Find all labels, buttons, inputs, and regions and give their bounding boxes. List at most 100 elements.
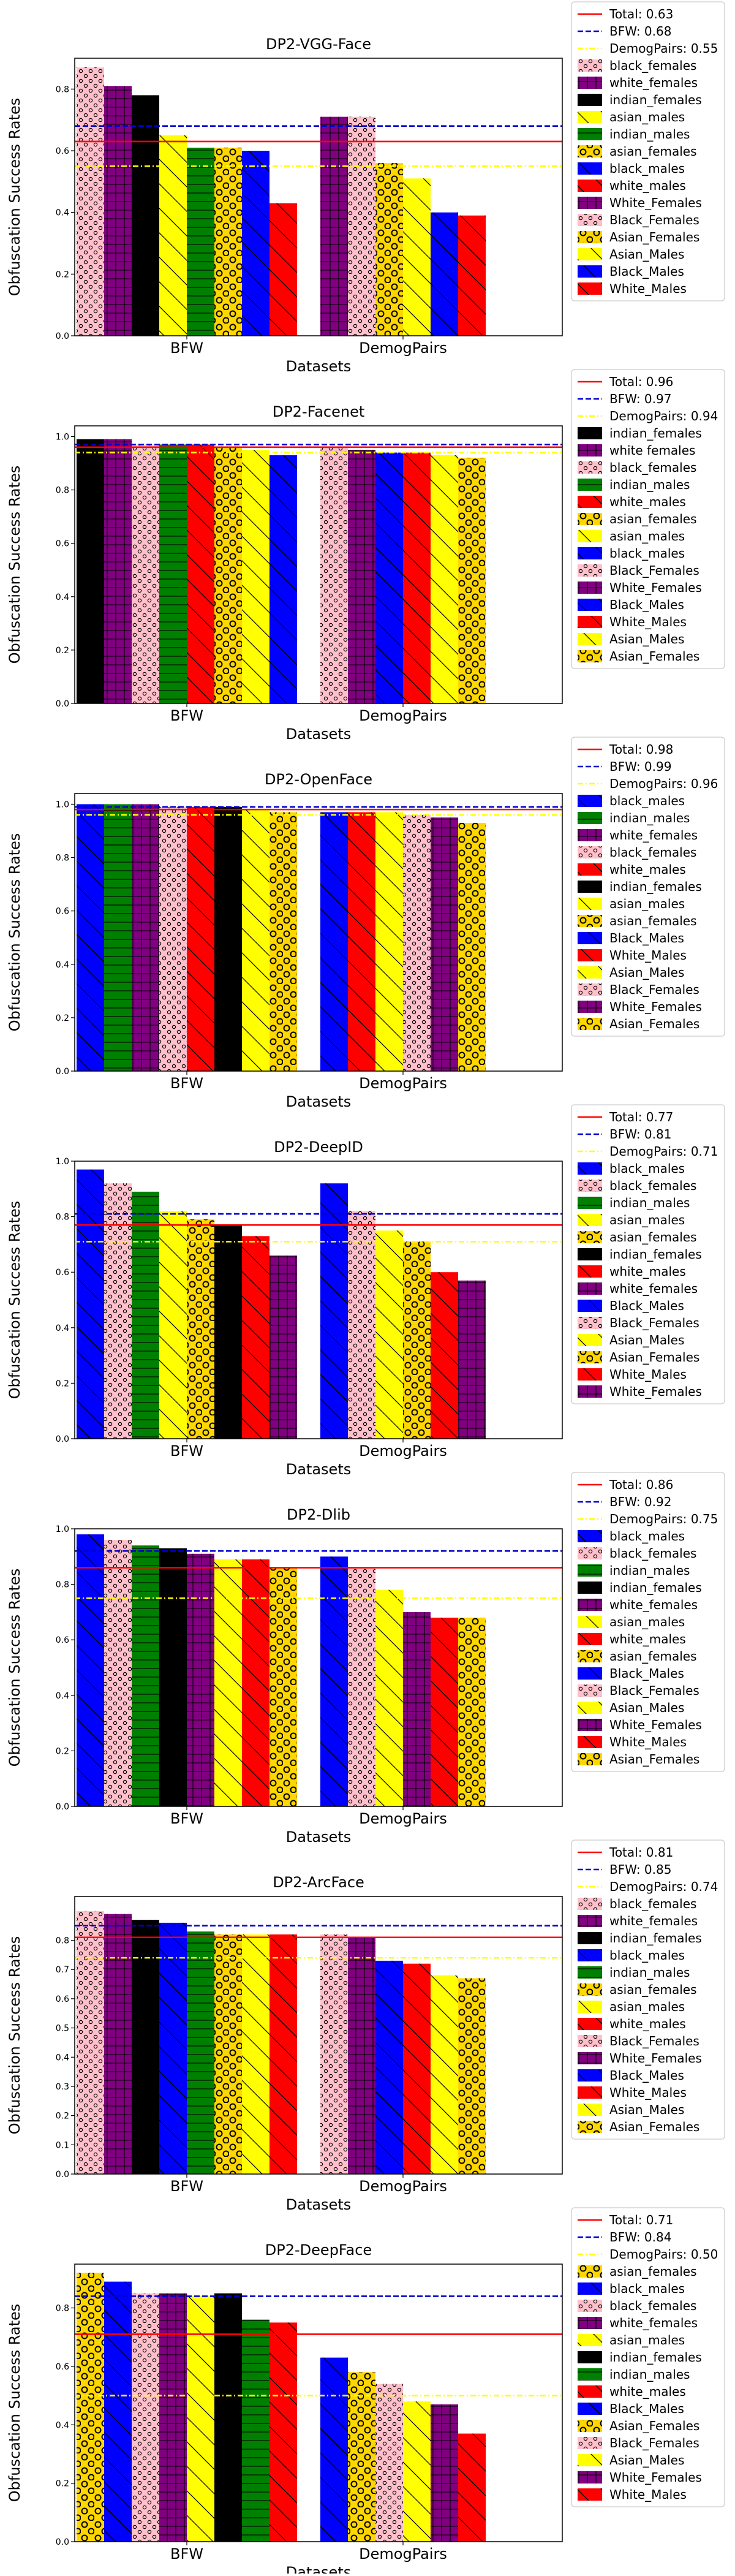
legend-swatch-hatch <box>578 1001 602 1013</box>
legend-label: asian_males <box>609 1213 685 1227</box>
x-tick-label: DemogPairs <box>359 707 447 724</box>
bar-hatch <box>77 1534 104 1806</box>
legend-label: White_Males <box>609 1735 687 1749</box>
y-tick-label: 0.4 <box>56 593 69 602</box>
legend-box <box>571 1839 725 2140</box>
legend-label: indian_males <box>609 811 690 825</box>
bar-hatch <box>320 2357 348 2542</box>
legend-label: Total: 0.81 <box>609 1845 673 1860</box>
legend-label: asian_females <box>609 144 697 159</box>
legend-swatch-hatch <box>578 2385 602 2398</box>
bar-hatch <box>403 178 431 336</box>
y-tick-label: 0.4 <box>56 208 69 218</box>
legend-label: Black_Males <box>609 2068 684 2083</box>
legend-label: Asian_Females <box>609 2419 699 2433</box>
y-axis-label: Obfuscation Success Rates <box>6 1936 23 2135</box>
bar-hatch <box>375 452 403 703</box>
legend-label: asian_females <box>609 1230 697 1244</box>
legend-label: White_Females <box>609 2051 702 2066</box>
legend-label: indian_males <box>609 1195 690 1210</box>
bar-indian-females <box>132 95 159 336</box>
bar-hatch <box>348 1937 375 2174</box>
y-tick-label: 0.4 <box>56 1691 69 1701</box>
legend-swatch-hatch <box>578 2104 602 2116</box>
bar-indian-females <box>214 806 242 1071</box>
legend-swatch-hatch <box>578 2001 602 2013</box>
legend-swatch-hatch <box>578 2121 602 2133</box>
legend-label: Asian_Females <box>609 649 699 664</box>
legend-swatch-hatch <box>578 1564 602 1577</box>
x-tick-label: BFW <box>170 2178 203 2195</box>
legend-swatch-hatch <box>578 1949 602 1961</box>
bar-hatch <box>431 1272 458 1439</box>
legend-swatch-hatch <box>578 812 602 824</box>
bar-hatch <box>403 1963 431 2174</box>
legend-swatch-hatch <box>578 248 602 260</box>
bar-hatch <box>214 1934 242 2174</box>
y-tick-label: 0.3 <box>56 2082 69 2092</box>
legend-swatch-hatch <box>578 1214 602 1226</box>
chart-title: DP2-ArcFace <box>273 1874 364 1891</box>
legend-label: indian_females <box>609 1931 702 1945</box>
y-tick-label: 0.8 <box>56 486 69 496</box>
legend-swatch-hatch <box>578 966 602 979</box>
bar-hatch <box>375 1589 403 1806</box>
legend-swatch-hatch <box>578 599 602 611</box>
bar-hatch <box>458 458 486 703</box>
legend-label: Asian_Males <box>609 965 684 980</box>
y-tick-label: 0.8 <box>56 85 69 94</box>
legend-label: asian_males <box>609 1615 685 1629</box>
legend-label: black_females <box>609 2298 696 2313</box>
bar-hatch <box>403 2401 431 2542</box>
legend-label: asian_males <box>609 2333 685 2347</box>
bar-hatch <box>403 1241 431 1439</box>
legend-swatch-hatch <box>578 1351 602 1363</box>
legend-label: white_males <box>609 2017 686 2031</box>
legend-swatch-hatch <box>578 898 602 910</box>
bar-hatch <box>431 212 458 336</box>
legend-swatch-hatch <box>578 581 602 594</box>
legend-swatch-hatch <box>578 1547 602 1559</box>
legend-label: White_Females <box>609 999 702 1014</box>
legend-swatch <box>578 1932 602 1944</box>
chart-title: DP2-DeepID <box>274 1138 363 1156</box>
legend-box <box>571 1104 725 1404</box>
bar-hatch <box>348 450 375 703</box>
legend-swatch-hatch <box>578 633 602 645</box>
bar-hatch <box>187 806 214 1071</box>
legend-swatch-hatch <box>578 1983 602 1996</box>
bar-hatch <box>214 447 242 703</box>
legend-swatch-hatch <box>578 444 602 456</box>
bar-hatch <box>270 812 297 1071</box>
legend-label: White_Males <box>609 1367 687 1382</box>
legend-label: Black_Males <box>609 1298 684 1313</box>
y-axis-label: Obfuscation Success Rates <box>6 1569 23 1767</box>
x-tick-label: DemogPairs <box>359 1810 447 1827</box>
legend-swatch-hatch <box>578 496 602 508</box>
legend-swatch-hatch <box>578 1197 602 1209</box>
legend-box <box>571 2207 725 2507</box>
bar-hatch <box>104 1540 132 1806</box>
x-tick-label: DemogPairs <box>359 1442 447 1460</box>
legend-swatch-hatch <box>578 1018 602 1030</box>
bar-hatch <box>348 116 375 336</box>
legend-label: Total: 0.96 <box>609 374 673 389</box>
x-tick-label: DemogPairs <box>359 1075 447 1092</box>
legend-label: BFW: 0.84 <box>609 2230 671 2245</box>
x-tick-label: DemogPairs <box>359 2178 447 2195</box>
legend-label: black_females <box>609 460 696 475</box>
legend-label: black_males <box>609 546 685 561</box>
bar-hatch <box>187 147 214 336</box>
legend-label: BFW: 0.85 <box>609 1862 671 1877</box>
bar-hatch <box>187 2296 214 2542</box>
bar-hatch <box>431 2404 458 2542</box>
bar-hatch <box>320 812 348 1071</box>
bar-hatch <box>77 1169 104 1439</box>
x-axis-label: Datasets <box>286 1828 352 1846</box>
legend-swatch-hatch <box>578 2368 602 2381</box>
legend-swatch-hatch <box>578 650 602 662</box>
y-tick-label: 0.0 <box>56 1434 69 1444</box>
chart-title: DP2-VGG-Face <box>266 36 371 53</box>
bar-hatch <box>187 1931 214 2174</box>
bar-hatch <box>132 1545 159 1806</box>
